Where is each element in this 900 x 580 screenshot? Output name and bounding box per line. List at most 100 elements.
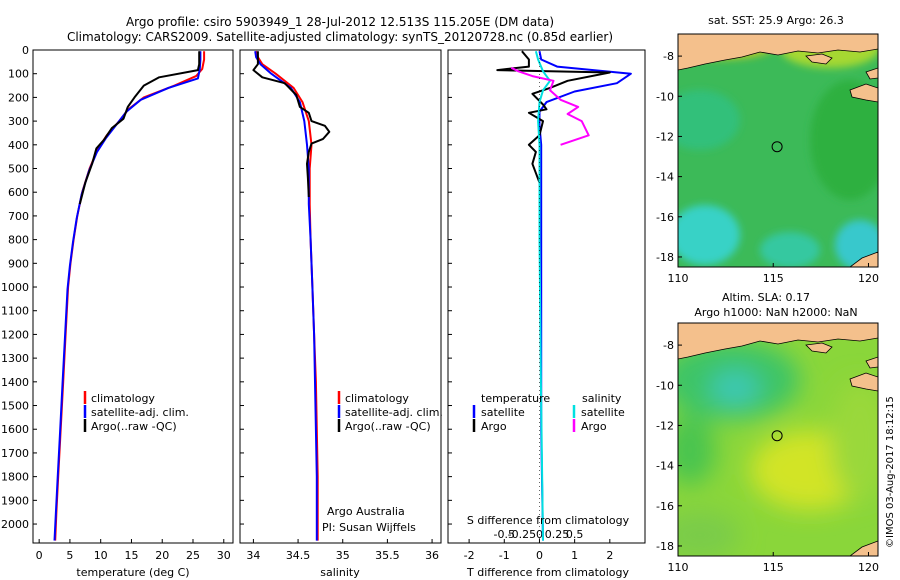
x-tick-label: 34 (246, 549, 260, 562)
lon-tick-label: 115 (763, 272, 784, 285)
depth-tick-label: 1000 (1, 281, 29, 294)
salinity-legend: climatology satellite-adj. clim. Argo(..… (337, 391, 443, 433)
depth-tick-label: 0 (22, 44, 29, 57)
depth-tick-label: 200 (8, 91, 29, 104)
lon-tick-label: 110 (668, 561, 689, 574)
sla-map-frame (677, 322, 879, 557)
legend-label-argo: Argo(..raw -QC) (345, 420, 431, 433)
temperature-plot-frame (32, 49, 234, 544)
s-tick-label: 0.25 (545, 528, 570, 541)
depth-tick-label: 700 (8, 210, 29, 223)
argo-float-marker (771, 430, 783, 442)
s-difference-axis-label: S difference from climatology (467, 514, 630, 527)
series-line-temperature-argo (496, 50, 611, 205)
temperature-axis-label: temperature (deg C) (76, 566, 189, 579)
figure-title-line1: Argo profile: csiro 5903949_1 28-Jul-201… (126, 15, 554, 29)
t-difference-axis-label: T difference from climatology (466, 566, 629, 579)
lat-tick-label: -18 (656, 251, 674, 264)
depth-tick-label: 800 (8, 234, 29, 247)
depth-tick-label: 1300 (1, 352, 29, 365)
x-tick-label: 34.5 (286, 549, 311, 562)
x-tick-label: 0 (536, 549, 543, 562)
x-tick-label: 5 (66, 549, 73, 562)
x-tick-label: 10 (94, 549, 108, 562)
depth-tick-label: 900 (8, 257, 29, 270)
x-tick-label: 35 (336, 549, 350, 562)
depth-tick-label: 1100 (1, 305, 29, 318)
sla-map-field (678, 323, 878, 556)
lon-tick-label: 120 (858, 272, 879, 285)
sst-cool-patch (760, 232, 820, 267)
legend-label-climatology: climatology (91, 392, 155, 405)
sst-map-field (678, 34, 878, 267)
sla-low-patch (678, 415, 715, 485)
legend-heading-temperature: temperature (481, 392, 550, 405)
sla-anomaly-blobs (678, 340, 878, 556)
legend-label-satellite: satellite-adj. clim. (91, 406, 189, 419)
sla-mid-patch (830, 380, 878, 500)
x-tick-label: 20 (155, 549, 169, 562)
sst-map-title: sat. SST: 25.9 Argo: 26.3 (708, 14, 844, 27)
sst-land-island (865, 67, 878, 80)
lat-tick-label: -12 (656, 130, 674, 143)
lat-tick-label: -18 (656, 540, 674, 553)
sla-land-australia (849, 540, 878, 556)
difference-profile-lines (496, 50, 632, 543)
lon-tick-label: 110 (668, 272, 689, 285)
sst-land-island (849, 83, 878, 103)
sst-cool-patch (678, 205, 740, 265)
lat-tick-label: -10 (656, 90, 674, 103)
sst-land-australia (849, 251, 878, 267)
sst-warm-patch (810, 80, 878, 200)
legend-label-s-argo: Argo (581, 420, 607, 433)
x-tick-label: 30 (217, 549, 231, 562)
depth-tick-label: 1200 (1, 328, 29, 341)
series-line-salinity-argo (510, 66, 590, 146)
series-line-argo-raw-qc- (78, 51, 201, 205)
x-tick-label: 2 (606, 549, 613, 562)
x-tick-label: 35.5 (375, 549, 400, 562)
legend-label-s-satellite: satellite (581, 406, 625, 419)
lat-tick-label: -14 (656, 171, 674, 184)
depth-tick-label: 1800 (1, 471, 29, 484)
s-tick-label: -0.5 (494, 528, 515, 541)
sla-map-title-line1: Altim. SLA: 0.17 (722, 291, 810, 304)
x-tick-label: 1 (571, 549, 578, 562)
imos-credit: ©IMOS 03-Aug-2017 18:12:15 (885, 396, 896, 548)
x-tick-label: -1 (499, 549, 510, 562)
temperature-panel: 0100200300400500600700800900100011001200… (1, 44, 234, 579)
depth-tick-label: 100 (8, 68, 29, 81)
salinity-axis-ticks: 34 34.5 35 35.5 36 (246, 539, 439, 562)
salinity-depth-ticks (240, 49, 244, 525)
depth-tick-label: 1700 (1, 447, 29, 460)
legend-label-t-argo: Argo (481, 420, 507, 433)
depth-tick-label: 1900 (1, 494, 29, 507)
depth-tick-label: 600 (8, 186, 29, 199)
temperature-axis-ticks: 0 5 10 15 20 25 30 (36, 539, 231, 562)
argo-australia-note: Argo Australia (327, 505, 405, 518)
sst-cool-patch (835, 220, 878, 267)
figure-title-line2: Climatology: CARS2009. Satellite-adjuste… (67, 30, 613, 44)
salinity-panel: 34 34.5 35 35.5 36 salinity climatology sate… (239, 49, 443, 579)
temperature-profile-lines (53, 51, 206, 541)
sla-land-island (849, 372, 878, 392)
difference-depth-ticks (448, 49, 452, 525)
x-tick-label: 15 (124, 549, 138, 562)
lat-tick-label: -14 (656, 460, 674, 473)
series-line-satellite-adj-clim- (254, 51, 318, 541)
depth-tick-label: 500 (8, 163, 29, 176)
x-tick-label: 0 (36, 549, 43, 562)
depth-axis-ticks: 0 100 200 300 400 500 600 700 800 900 1000 1100 1200… (1, 44, 37, 531)
lat-tick-label: -8 (663, 339, 674, 352)
lat-tick-label: -16 (656, 500, 674, 513)
salinity-plot-frame (239, 49, 442, 544)
legend-label-satellite: satellite-adj. clim. (345, 406, 443, 419)
series-line-argo-raw-qc- (252, 51, 331, 198)
s-difference-axis-ticks: -0.5-0.25 0 0.250.5 (494, 528, 584, 541)
sst-map-frame (677, 33, 879, 268)
depth-tick-label: 1500 (1, 400, 29, 413)
depth-tick-label: 400 (8, 139, 29, 152)
sst-land-java (678, 34, 878, 71)
lat-tick-label: -10 (656, 379, 674, 392)
